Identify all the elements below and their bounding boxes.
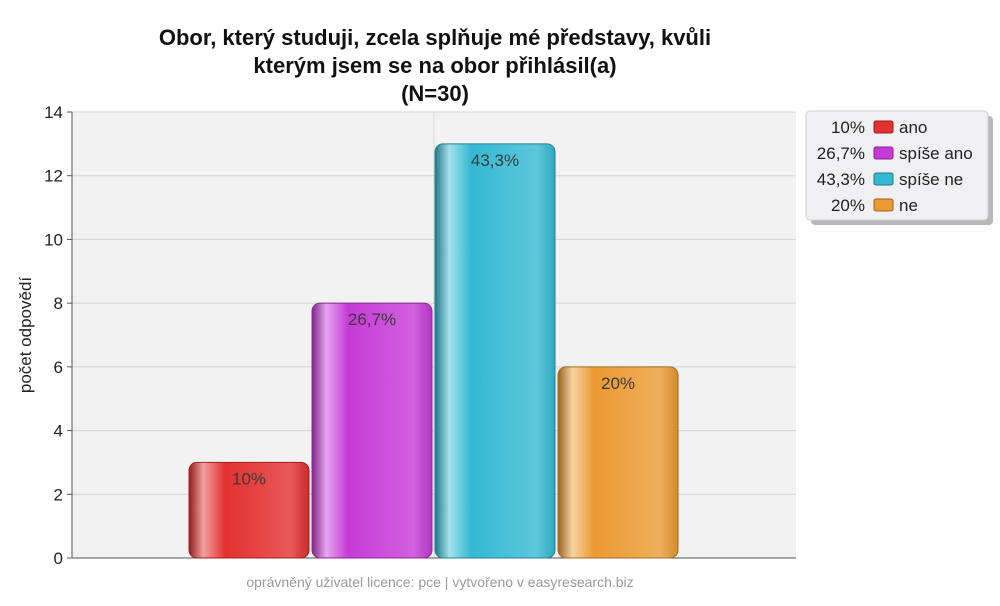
data-label: 43,3% [471,151,519,170]
title-line-3: (N=30) [401,81,469,106]
legend-label: spíše ne [899,170,963,189]
legend-percent: 10% [831,118,865,137]
y-tick-label: 4 [54,422,63,441]
footer-credit: oprávněný uživatel licence: pce | vytvoř… [246,574,633,590]
y-axis-label: počet odpovědí [16,277,35,394]
y-tick-label: 0 [54,549,63,568]
data-label: 26,7% [348,310,396,329]
legend-swatch [873,172,894,186]
bar-3 [434,143,556,559]
y-tick-label: 12 [44,167,63,186]
title-line-2: kterým jsem se na obor přihlásil(a) [253,53,616,78]
bar-4 [557,366,679,559]
y-tick-label: 10 [44,230,63,249]
bars: 10% 26,7% 43,3% 20% [188,143,679,559]
y-tick-label: 8 [54,294,63,313]
legend-items: 10% ano 26,7% spíše ano 43,3% spíše ne 20% ne [817,118,973,215]
legend-percent: 20% [831,196,865,215]
legend-label: ne [899,196,918,215]
y-tick-label: 2 [54,485,63,504]
legend-box [805,110,989,221]
y-axis-ticks: 0 2 4 6 8 10 12 14 [44,103,72,568]
legend-swatch [873,198,894,212]
chart-title: Obor, který studuji, zcela splňuje mé př… [159,25,711,106]
legend-label: ano [899,118,927,137]
y-tick-label: 14 [44,103,63,122]
legend-swatch [873,120,894,134]
legend-percent: 26,7% [817,144,865,163]
legend-percent: 43,3% [817,170,865,189]
legend: 10% ano 26,7% spíše ano 43,3% spíše ne 20% ne [805,110,993,225]
y-tick-label: 6 [54,358,63,377]
legend-label: spíše ano [899,144,973,163]
title-line-1: Obor, který studuji, zcela splňuje mé př… [159,25,711,50]
bar-1 [188,461,310,559]
bar-2 [311,302,433,559]
data-label: 10% [232,469,266,488]
legend-swatch [873,146,894,160]
data-label: 20% [601,374,635,393]
